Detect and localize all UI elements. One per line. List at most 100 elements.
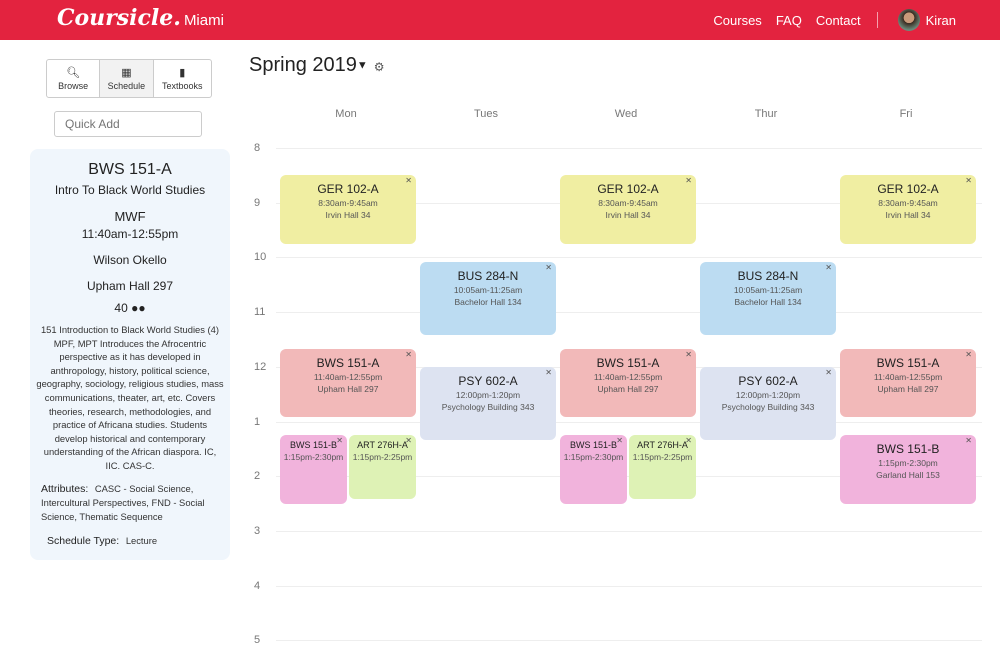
day-header: Fri xyxy=(899,108,913,120)
event-room: Psychology Building 343 xyxy=(441,401,535,412)
hour-label: 11 xyxy=(254,306,266,319)
event-code: BWS 151-B xyxy=(876,442,940,457)
remove-icon[interactable]: ✕ xyxy=(545,262,552,272)
event-room: Upham Hall 297 xyxy=(877,383,939,394)
tab-textbooks[interactable]: ▮ Textbooks xyxy=(162,66,203,91)
quick-add-input[interactable] xyxy=(54,111,202,137)
remove-icon[interactable]: ✕ xyxy=(405,436,412,446)
event-code: PSY 602-A xyxy=(458,373,518,388)
event-code: ART 276H-A xyxy=(637,440,688,451)
event-time: 10:05am-11:25am xyxy=(453,284,523,295)
course-event[interactable]: BWS 151-B 1:15pm-2:30pm Garland Hall 153 ✕ xyxy=(840,435,976,504)
people-icon: ●● xyxy=(131,301,146,315)
event-code: GER 102-A xyxy=(877,182,939,197)
event-time: 10:05am-11:25am xyxy=(733,284,803,295)
course-schedule-type: Schedule Type: Lecture xyxy=(47,535,158,548)
tab-schedule[interactable]: ▦ Schedule xyxy=(100,60,154,97)
hour-label: 3 xyxy=(254,524,261,537)
course-instructor: Wilson Okello xyxy=(93,253,167,267)
event-room: Upham Hall 297 xyxy=(317,383,379,394)
tab-browse[interactable]: 🔍︎ Browse xyxy=(47,60,101,97)
course-event[interactable]: BWS 151-A 11:40am-12:55pm Upham Hall 297 ✕ xyxy=(560,348,696,417)
day-header: Wed xyxy=(614,108,638,120)
course-days: MWF xyxy=(114,209,146,224)
hour-label: 2 xyxy=(254,470,261,483)
remove-icon[interactable]: ✕ xyxy=(825,367,832,377)
nav-contact[interactable]: Contact xyxy=(815,12,861,28)
event-time: 1:15pm-2:30pm xyxy=(563,452,624,463)
gears-icon[interactable]: ⚙ xyxy=(373,60,385,74)
remove-icon[interactable]: ✕ xyxy=(965,436,972,446)
hour-gridline xyxy=(276,530,982,532)
course-detail-card: BWS 151-A Intro To Black World Studies M… xyxy=(30,149,230,560)
calendar-icon: ▦ xyxy=(121,66,132,79)
event-time: 11:40am-12:55pm xyxy=(873,371,943,382)
course-event[interactable]: GER 102-A 8:30am-9:45am Irvin Hall 34 ✕ xyxy=(840,175,976,244)
event-room: Garland Hall 153 xyxy=(876,470,940,481)
hour-label: 10 xyxy=(254,251,267,264)
course-event[interactable]: GER 102-A 8:30am-9:45am Irvin Hall 34 ✕ xyxy=(280,175,416,244)
course-event[interactable]: ART 276H-A 1:15pm-2:25pm ✕ xyxy=(349,435,416,499)
course-event[interactable]: BUS 284-N 10:05am-11:25am Bachelor Hall 13… xyxy=(700,261,836,335)
avatar[interactable] xyxy=(897,9,920,31)
event-time: 1:15pm-2:25pm xyxy=(352,452,413,463)
course-event[interactable]: PSY 602-A 12:00pm-1:20pm Psychology Buildi… xyxy=(420,366,556,440)
remove-icon[interactable]: ✕ xyxy=(825,262,832,272)
event-code: PSY 602-A xyxy=(738,373,798,388)
remove-icon[interactable]: ✕ xyxy=(336,436,343,446)
view-tabs: 🔍︎ Browse ▦ Schedule ▮ Textbooks xyxy=(46,59,212,98)
user-name[interactable]: Kiran xyxy=(925,12,956,28)
remove-icon[interactable]: ✕ xyxy=(685,176,692,186)
event-room: Bachelor Hall 134 xyxy=(454,296,522,307)
event-room: Irvin Hall 34 xyxy=(885,210,931,221)
day-header: Thur xyxy=(754,108,778,120)
event-time: 1:15pm-2:30pm xyxy=(878,458,938,469)
event-code: BUS 284-N xyxy=(457,268,519,283)
hour-gridline xyxy=(276,421,982,423)
remove-icon[interactable]: ✕ xyxy=(616,436,623,446)
course-event[interactable]: GER 102-A 8:30am-9:45am Irvin Hall 34 ✕ xyxy=(560,175,696,244)
remove-icon[interactable]: ✕ xyxy=(965,349,972,359)
day-header: Mon xyxy=(335,108,357,120)
hour-label: 9 xyxy=(254,196,261,209)
hour-label: 4 xyxy=(254,579,261,592)
remove-icon[interactable]: ✕ xyxy=(685,436,692,446)
event-time: 12:00pm-1:20pm xyxy=(735,389,801,400)
divider xyxy=(876,12,878,28)
hour-gridline xyxy=(276,585,982,587)
event-code: BWS 151-B xyxy=(289,440,338,451)
remove-icon[interactable]: ✕ xyxy=(405,176,412,186)
event-code: GER 102-A xyxy=(597,182,659,197)
logo[interactable]: Coursicle. Miami xyxy=(57,5,224,31)
event-time: 8:30am-9:45am xyxy=(318,198,378,209)
hour-label: 8 xyxy=(254,142,261,154)
course-event[interactable]: BWS 151-A 11:40am-12:55pm Upham Hall 297 ✕ xyxy=(840,348,976,417)
course-event[interactable]: ART 276H-A 1:15pm-2:25pm ✕ xyxy=(629,435,696,499)
event-time: 11:40am-12:55pm xyxy=(313,371,383,382)
event-time: 1:15pm-2:25pm xyxy=(632,452,693,463)
course-event[interactable]: BWS 151-B 1:15pm-2:30pm ✕ xyxy=(280,435,347,504)
event-time: 8:30am-9:45am xyxy=(878,198,938,209)
event-time: 12:00pm-1:20pm xyxy=(455,389,521,400)
course-capacity: 40 ●● xyxy=(114,301,146,315)
course-event[interactable]: BUS 284-N 10:05am-11:25am Bachelor Hall 13… xyxy=(420,261,556,335)
remove-icon[interactable]: ✕ xyxy=(405,349,412,359)
term-selector[interactable]: Spring 2019▼ ⚙ xyxy=(249,54,385,76)
event-code: BWS 151-A xyxy=(596,355,660,370)
caret-down-icon: ▼ xyxy=(356,59,368,72)
hour-label: 5 xyxy=(254,634,261,647)
event-room: Upham Hall 297 xyxy=(597,383,659,394)
course-event[interactable]: PSY 602-A 12:00pm-1:20pm Psychology Buildi… xyxy=(700,366,836,440)
nav-faq[interactable]: FAQ xyxy=(775,12,802,28)
book-icon: ▮ xyxy=(179,66,186,79)
course-event[interactable]: BWS 151-B 1:15pm-2:30pm ✕ xyxy=(560,435,627,504)
course-event[interactable]: BWS 151-A 11:40am-12:55pm Upham Hall 297 ✕ xyxy=(280,348,416,417)
search-icon: 🔍︎ xyxy=(66,66,81,79)
remove-icon[interactable]: ✕ xyxy=(685,349,692,359)
nav-courses[interactable]: Courses xyxy=(713,12,762,28)
event-code: ART 276H-A xyxy=(357,440,408,451)
top-bar: Coursicle. Miami Courses FAQ Contact Kira… xyxy=(0,0,1000,40)
event-code: GER 102-A xyxy=(317,182,379,197)
remove-icon[interactable]: ✕ xyxy=(965,176,972,186)
remove-icon[interactable]: ✕ xyxy=(545,367,552,377)
